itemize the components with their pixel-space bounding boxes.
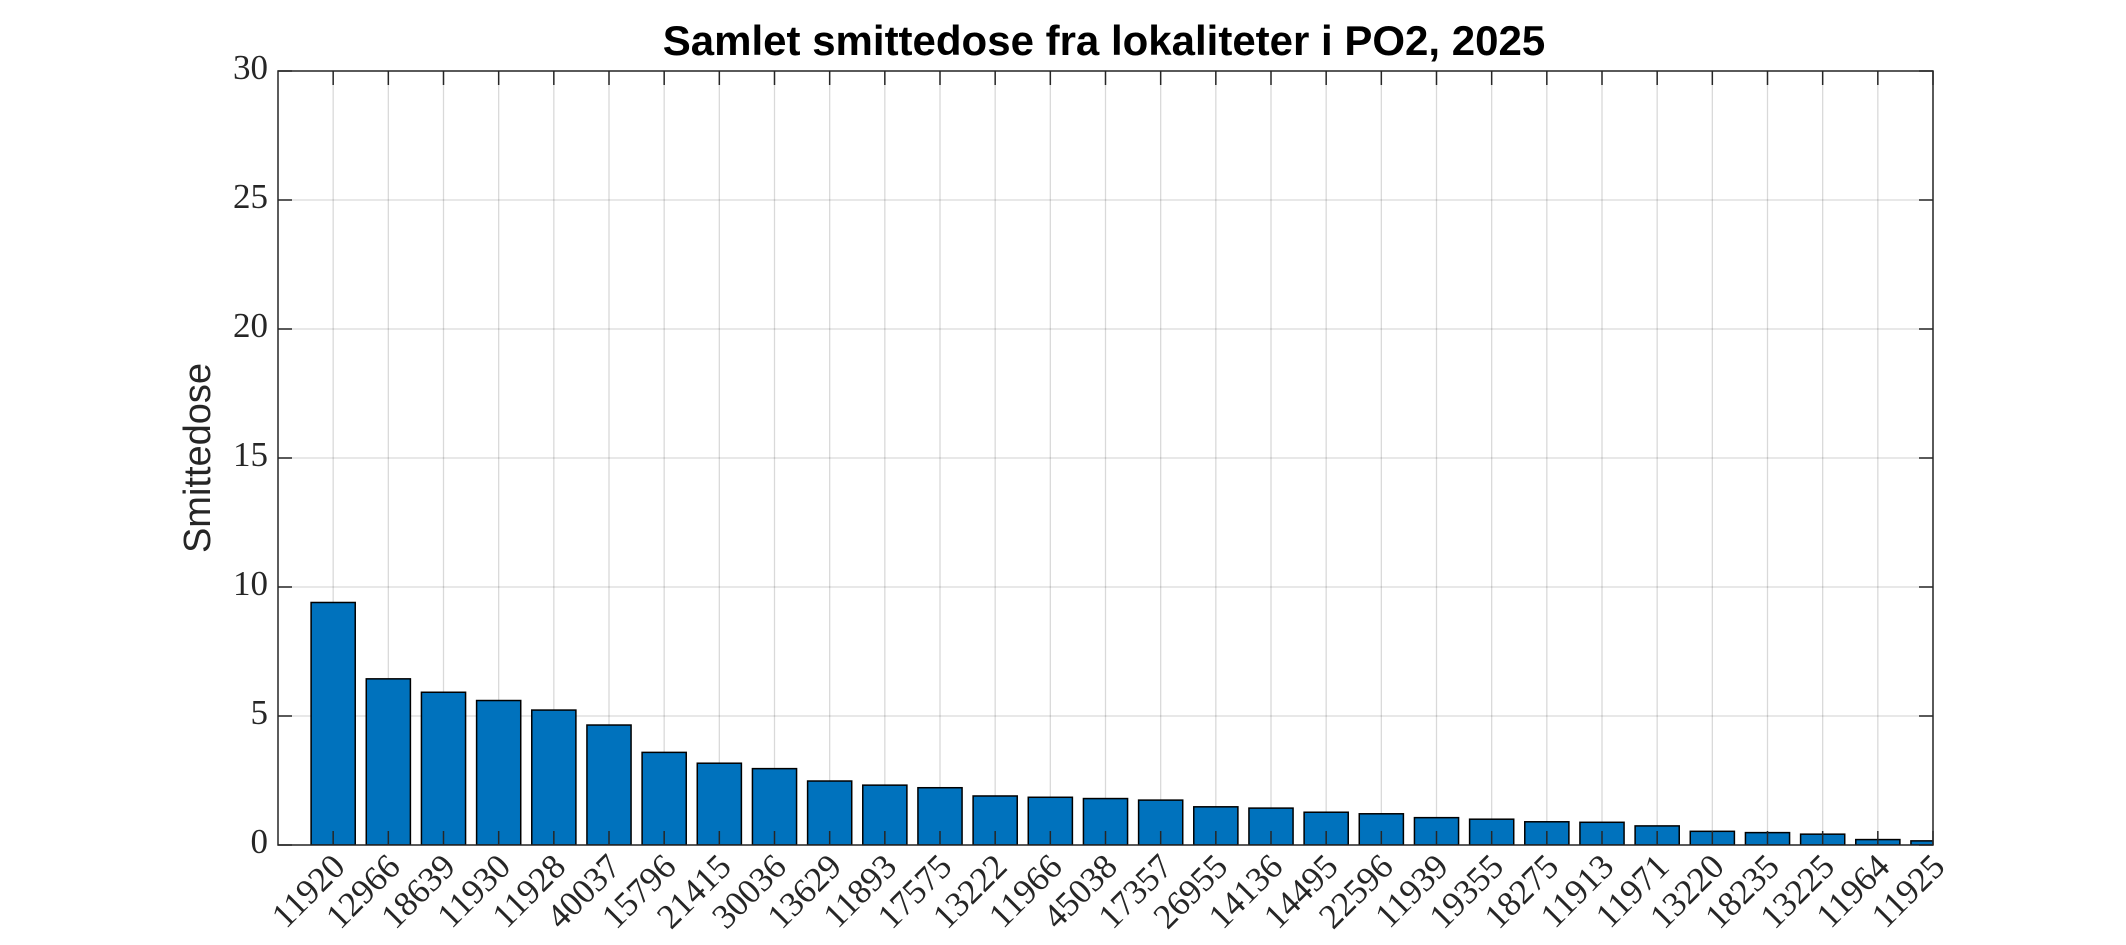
bar xyxy=(531,709,577,845)
y-tick-label: 20 xyxy=(233,306,268,345)
bar xyxy=(365,678,412,845)
chart-title: Samlet smittedose fra lokaliteter i PO2,… xyxy=(663,17,1545,64)
bar xyxy=(310,601,356,845)
bar xyxy=(1910,840,1933,845)
bar xyxy=(586,724,632,845)
y-axis-label: Smittedose xyxy=(177,363,219,553)
y-tick-label: 10 xyxy=(233,564,268,603)
bar xyxy=(420,691,467,845)
y-tick-label: 25 xyxy=(233,177,268,216)
y-tick-label: 0 xyxy=(251,822,269,861)
y-tick-label: 15 xyxy=(233,435,268,474)
y-tick-label: 30 xyxy=(233,48,268,87)
bar xyxy=(475,699,522,845)
bar xyxy=(1248,807,1294,845)
bar xyxy=(641,751,687,845)
y-tick-label: 5 xyxy=(251,693,269,732)
